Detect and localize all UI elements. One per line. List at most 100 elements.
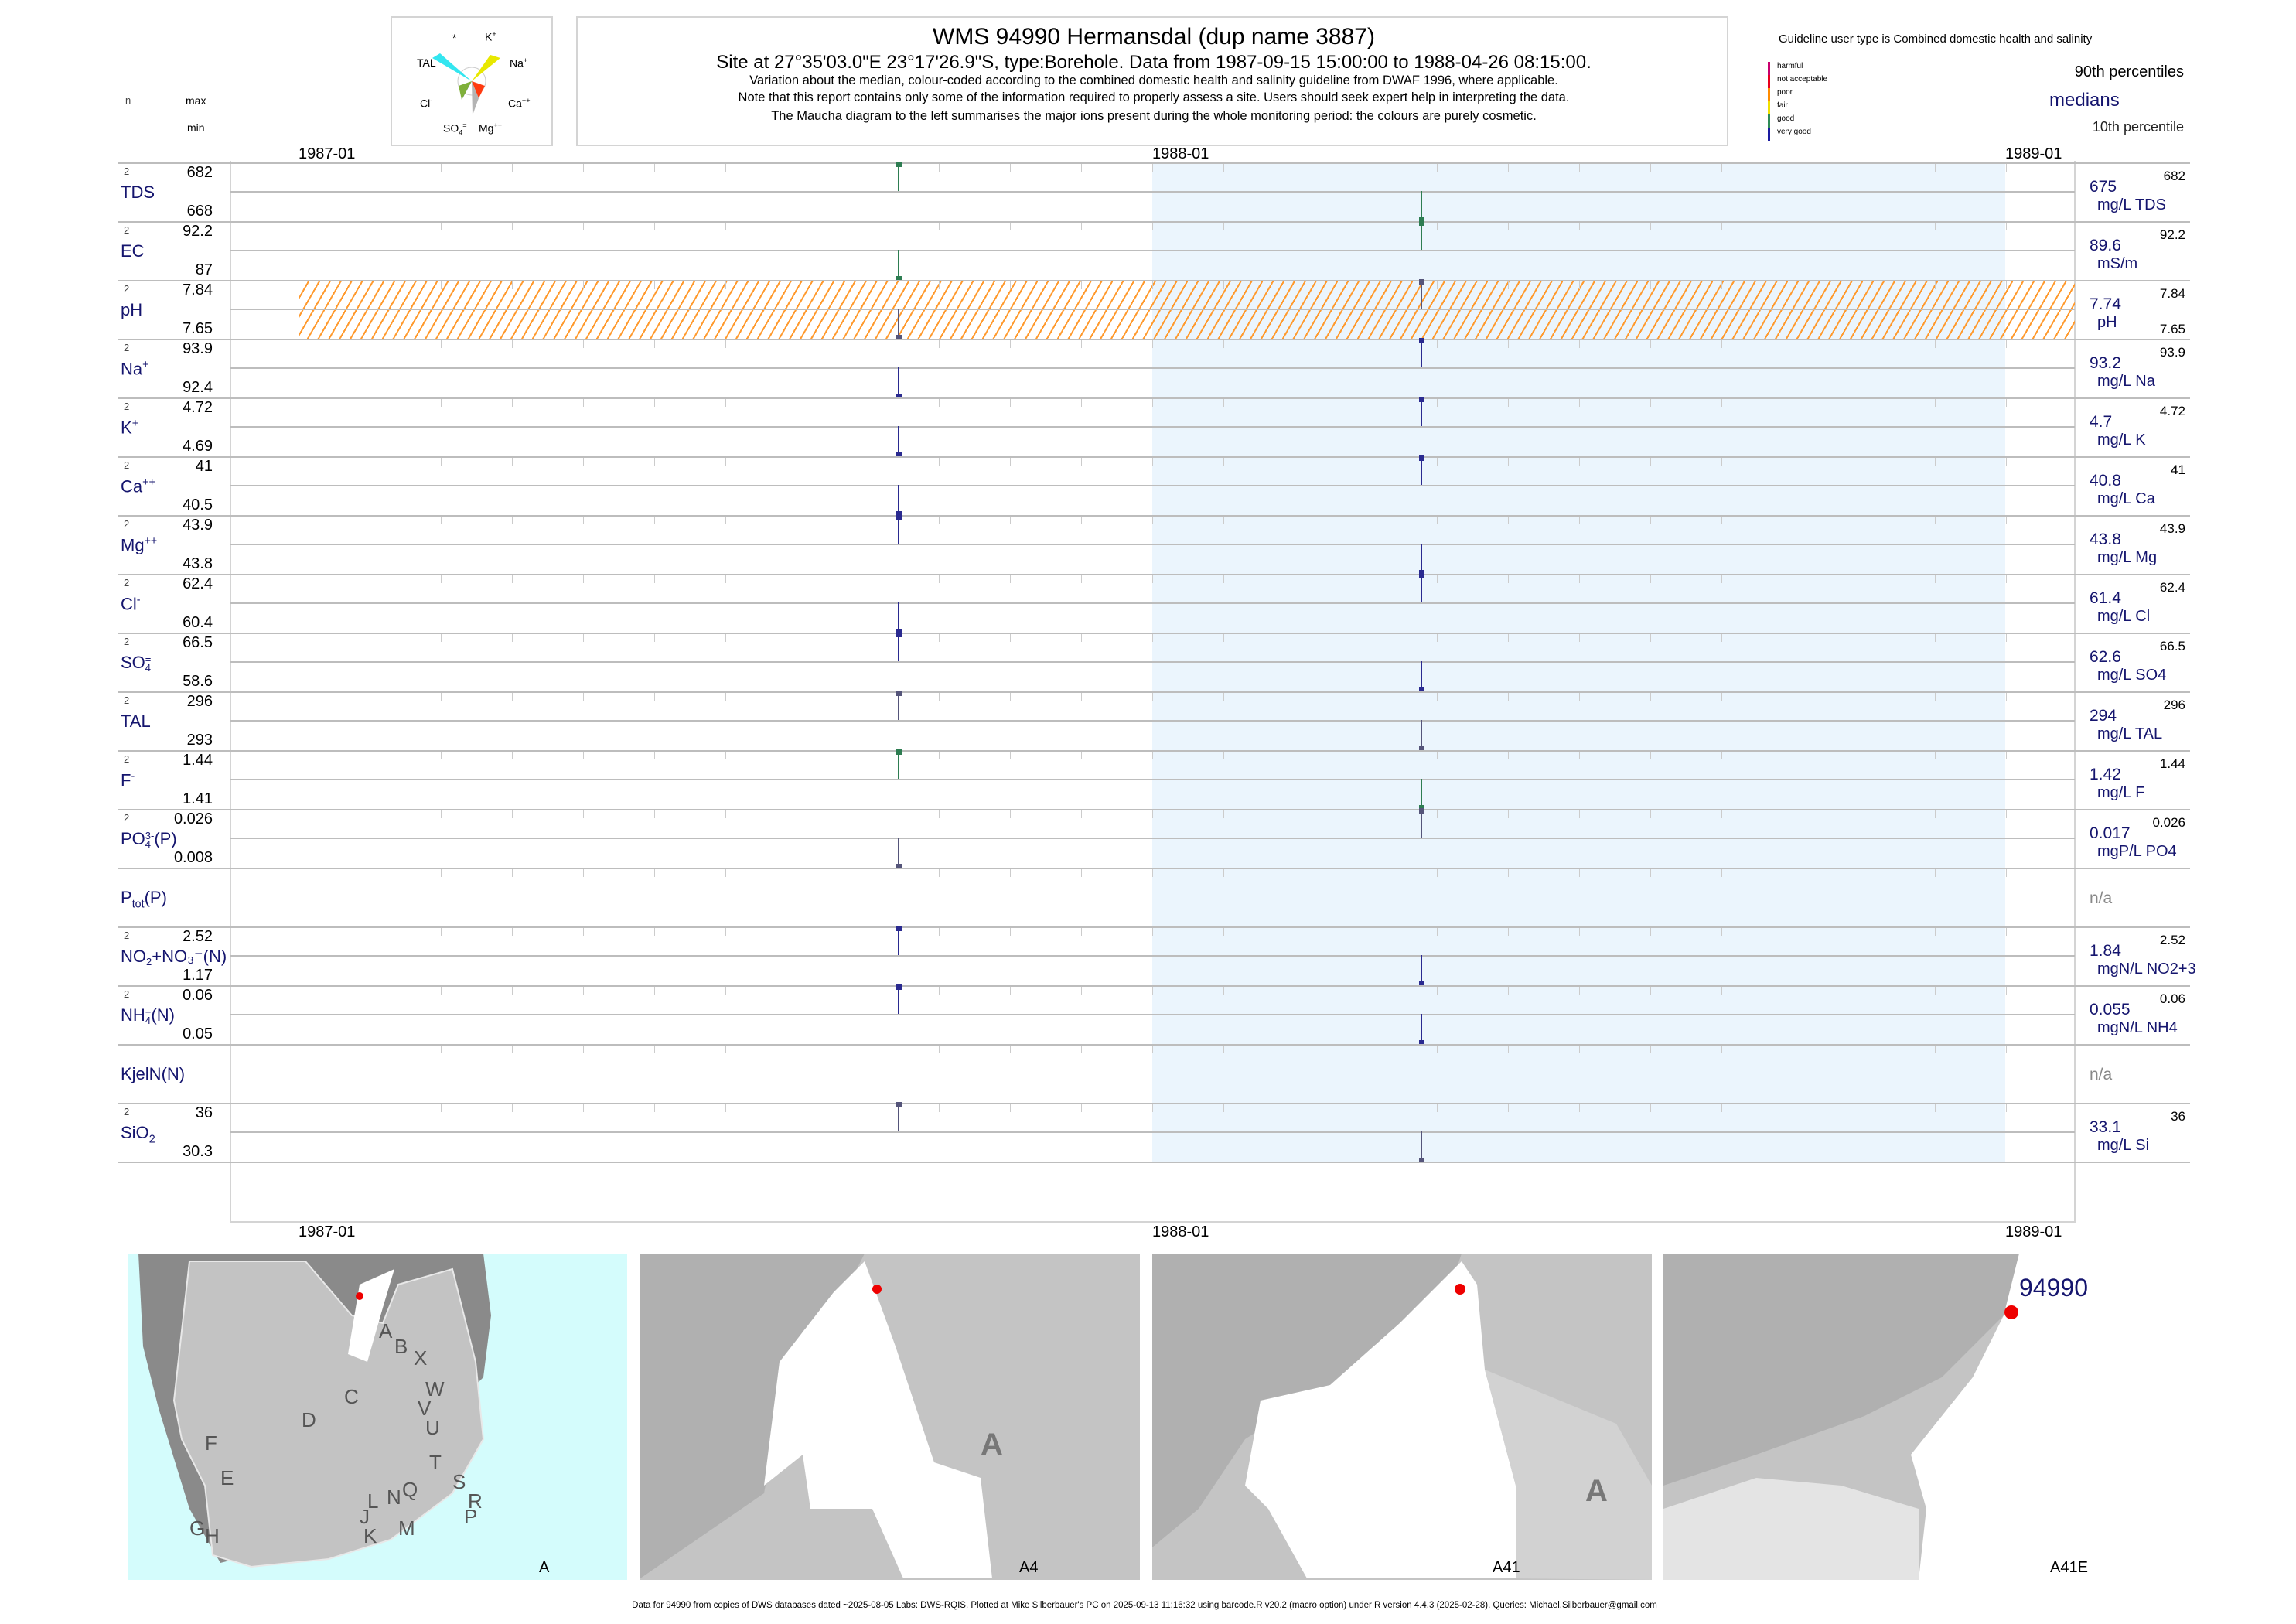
sample-count: 2 (124, 283, 130, 295)
right-min-value: 7.65 (2159, 322, 2185, 336)
label-sub: 4 (145, 662, 152, 674)
map-region-letter: V (418, 1397, 432, 1420)
sample-count: 2 (124, 459, 130, 471)
month-tick (583, 281, 584, 289)
month-tick (1437, 164, 1438, 172)
month-tick (1010, 1046, 1011, 1053)
row-divider (118, 985, 2190, 987)
month-tick (1437, 810, 1438, 818)
month-tick (1223, 1104, 1224, 1112)
month-tick (1650, 634, 1651, 642)
month-tick (725, 693, 726, 701)
month-tick (1721, 517, 1722, 524)
month-tick (1152, 928, 1153, 936)
month-tick (1081, 281, 1082, 289)
label-suffix: +NO₃⁻(N) (152, 947, 227, 966)
month-tick (1935, 281, 1936, 289)
map-a4[interactable]: A A4 (640, 1254, 1140, 1580)
unit-label: mg/L K (2097, 432, 2146, 449)
month-tick (654, 1046, 655, 1053)
month-tick (1508, 223, 1509, 230)
x-tick-bottom-1988: 1988-01 (1152, 1223, 1209, 1240)
month-tick (1010, 752, 1011, 759)
map-a41[interactable]: A A41 (1152, 1254, 1652, 1580)
parameter-label-kjeln(n): KjelN(N) (121, 1064, 185, 1084)
maucha-star: * (452, 32, 457, 44)
median-value: 61.4 (2090, 589, 2121, 607)
unit-label: mgN/L NH4 (2097, 1019, 2178, 1036)
month-tick (1650, 1046, 1651, 1053)
month-tick (725, 458, 726, 466)
label-sup: + (131, 418, 139, 430)
variation-bar-sample-1 (898, 838, 899, 868)
unit-label: mgN/L NO2+3 (2097, 960, 2196, 977)
month-tick (939, 928, 940, 936)
label-sub: tot (131, 898, 145, 911)
month-tick (939, 340, 940, 348)
legend-color-5 (1768, 128, 1770, 141)
month-tick (725, 399, 726, 407)
left-min-value: 0.05 (183, 1025, 213, 1042)
legend-class-label: very good (1777, 128, 1811, 136)
month-tick (512, 752, 513, 759)
label-sub: 4 (145, 1015, 152, 1027)
month-tick (1010, 340, 1011, 348)
unit-label: mg/L SO4 (2097, 667, 2167, 684)
variation-bar-sample-2 (1421, 779, 1422, 809)
label-base: SO (121, 653, 145, 672)
month-tick (2006, 928, 2007, 936)
row-divider (118, 633, 2190, 634)
row-divider (118, 221, 2190, 223)
row-divider (118, 691, 2190, 693)
median-value: n/a (2090, 1066, 2113, 1083)
month-tick (1152, 752, 1153, 759)
left-max-value: 93.9 (183, 340, 213, 357)
month-tick (1437, 575, 1438, 583)
description-line-3: The Maucha diagram to the left summarise… (771, 109, 1537, 123)
month-tick (1508, 399, 1509, 407)
label-base: Na (121, 359, 143, 379)
left-min-value: 7.65 (183, 320, 213, 337)
maucha-mg-label: Mg++ (479, 121, 503, 135)
right-max-value: 41 (2171, 462, 2185, 477)
map-a41e[interactable]: 94990 A41E (1663, 1254, 2163, 1580)
left-max-value: 0.06 (183, 987, 213, 1004)
month-tick (1650, 575, 1651, 583)
maucha-cl-label: Cl- (420, 97, 433, 110)
month-tick (939, 810, 940, 818)
month-tick (1223, 340, 1224, 348)
variation-bar-sample-1 (898, 426, 899, 456)
month-tick (725, 340, 726, 348)
maucha-tal-label: TAL (417, 56, 436, 69)
month-tick (1223, 164, 1224, 172)
month-tick (441, 399, 442, 407)
month-tick (654, 987, 655, 995)
month-tick (1081, 987, 1082, 995)
month-tick (1010, 164, 1011, 172)
x-tick-bottom-1989: 1989-01 (2005, 1223, 2062, 1240)
label-suffix: (P) (144, 888, 167, 907)
left-max-value: 43.9 (183, 517, 213, 534)
sample-point (896, 1102, 902, 1107)
right-max-value: 682 (2163, 169, 2185, 183)
variation-bar-sample-2 (1421, 1131, 1422, 1162)
sample-point (1419, 338, 1424, 343)
sample-point (1419, 570, 1424, 575)
month-tick (441, 458, 442, 466)
month-tick (441, 693, 442, 701)
month-tick (1010, 281, 1011, 289)
month-tick (1081, 810, 1082, 818)
left-max-value: 2.52 (183, 928, 213, 945)
month-tick (2006, 517, 2007, 524)
label-base: SiO (121, 1123, 149, 1142)
month-tick (725, 575, 726, 583)
map-label: A (539, 1559, 550, 1576)
label-base: Mg (121, 535, 145, 555)
sample-point (1419, 805, 1424, 810)
median-line (230, 191, 2075, 193)
label-sub: 4 (145, 838, 152, 851)
month-tick (725, 1046, 726, 1053)
right-max-value: 1.44 (2159, 756, 2185, 771)
left-max-value: 4.72 (183, 399, 213, 416)
